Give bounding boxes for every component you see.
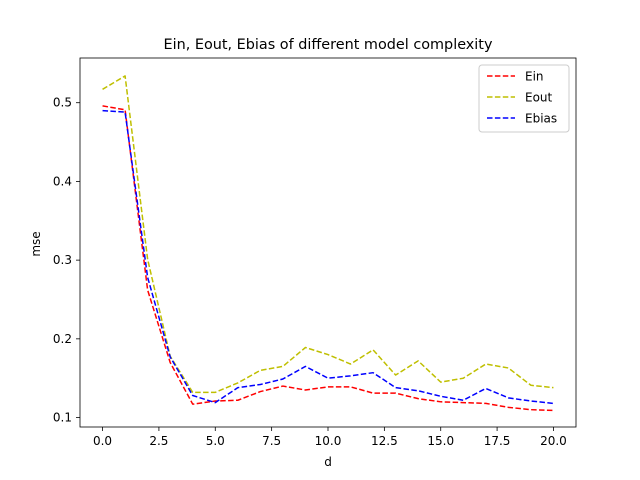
x-tick-label: 10.0 (315, 434, 342, 448)
x-axis-label: d (324, 455, 332, 469)
y-tick-label: 0.5 (53, 96, 72, 110)
y-axis-label: mse (29, 231, 43, 256)
chart-title: Ein, Eout, Ebias of different model comp… (164, 37, 493, 53)
x-tick-label: 17.5 (484, 434, 511, 448)
series-line-ein (102, 105, 554, 412)
legend-label-ebias: Ebias (525, 112, 557, 126)
y-tick-label: 0.2 (53, 332, 72, 346)
x-tick-label: 12.5 (371, 434, 398, 448)
y-tick-label: 0.1 (53, 411, 72, 425)
x-tick-label: 15.0 (427, 434, 454, 448)
x-tick-label: 0.0 (93, 434, 112, 448)
x-tick-label: 2.5 (149, 434, 168, 448)
x-tick-label: 5.0 (206, 434, 225, 448)
y-tick-label: 0.3 (53, 253, 72, 267)
legend-label-eout: Eout (525, 91, 553, 105)
legend-box (478, 64, 570, 133)
legend-label-ein: Ein (525, 70, 544, 84)
series-line-ebias (102, 109, 554, 405)
series-line-eout (102, 75, 554, 394)
plot-area: 0.0 2.5 5.0 7.5 10.0 12.5 15.0 17.5 20.0 0.1 0.2 0.… (53, 57, 577, 448)
y-tick-label: 0.4 (53, 174, 72, 188)
x-tick-label: 7.5 (262, 434, 281, 448)
x-tick-label: 20.0 (540, 434, 567, 448)
series-group (102, 75, 554, 412)
legend: Ein Eout Ebias (478, 64, 570, 133)
